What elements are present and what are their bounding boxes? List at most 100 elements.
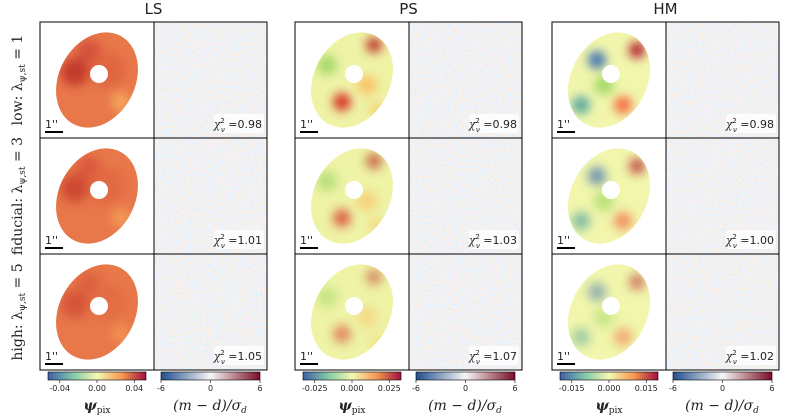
residual-cbar-label: (m − d)/σd <box>173 398 247 416</box>
colorbar-tick-label: -6 <box>157 384 165 393</box>
chi-value: 1.05 <box>238 350 263 363</box>
chi-symbol: χ <box>725 350 734 363</box>
row-rhs: = 1 <box>10 35 26 65</box>
chi-eq: = <box>480 234 493 247</box>
row-rhs: = 5 <box>10 263 26 293</box>
psi-hole <box>345 65 363 83</box>
colorbar-tick-label: 0.025 <box>378 384 401 393</box>
chi-value: 1.07 <box>493 350 518 363</box>
chi2-label: χ2 ν =0.98 <box>725 117 774 134</box>
scale-label: 1'' <box>300 118 313 131</box>
psi-hole <box>90 181 108 199</box>
psi-sub: pix <box>352 406 366 416</box>
chi-value: 0.98 <box>750 118 775 131</box>
column-title: LS <box>145 0 163 18</box>
psi-hole <box>602 181 620 199</box>
chi2-label: χ2 ν =0.98 <box>213 117 262 134</box>
colorbar <box>559 371 659 381</box>
res-text: (m − d)/σ <box>428 398 497 414</box>
column-title: HM <box>653 0 677 18</box>
panel-frame <box>665 253 780 371</box>
chi-sub: ν <box>221 358 225 366</box>
chi-sup: 2 <box>732 117 736 125</box>
psi-blob <box>588 51 606 69</box>
res-text: (m − d)/σ <box>173 398 242 414</box>
scale-label: 1'' <box>300 350 313 363</box>
row-sub: ψ,st <box>18 64 28 83</box>
chi-sub: ν <box>733 242 737 250</box>
chi-sub: ν <box>733 358 737 366</box>
colorbar <box>672 371 773 381</box>
chi-value: 1.03 <box>493 234 518 247</box>
psi-blob <box>61 58 89 86</box>
psi-cbar-label: ψpix <box>339 398 366 416</box>
colorbar <box>302 371 402 381</box>
psi-hole <box>345 181 363 199</box>
psi-blob <box>588 283 606 301</box>
chi-symbol: χ <box>213 118 222 131</box>
psi-blob <box>317 287 337 307</box>
psi-blob <box>317 55 337 75</box>
psi-blob <box>333 325 351 343</box>
chi-sub: ν <box>221 242 225 250</box>
scale-label: 1'' <box>557 350 570 363</box>
panel-frame <box>153 253 268 371</box>
res-sub: d <box>496 406 502 416</box>
chi-eq: = <box>737 234 750 247</box>
psi-blob <box>588 167 606 185</box>
chi-sup: 2 <box>732 233 736 241</box>
chi-symbol: χ <box>213 350 222 363</box>
chi-sup: 2 <box>475 349 479 357</box>
chi-symbol: χ <box>213 234 222 247</box>
res-text: (m − d)/σ <box>685 398 754 414</box>
row-text: low: λ <box>10 82 26 125</box>
chi-eq: = <box>737 350 750 363</box>
chi2-label: χ2 ν =0.98 <box>468 117 517 134</box>
chi2-label: χ2 ν =1.05 <box>213 349 262 366</box>
psi-symbol: ψ <box>84 398 98 414</box>
psi-blob <box>369 218 385 234</box>
column-title: PS <box>399 0 418 18</box>
row-sub: ψ,st <box>18 166 28 185</box>
residual-cbar-label: (m − d)/σd <box>428 398 502 416</box>
colorbar <box>47 371 147 381</box>
colorbar-tick-label: -6 <box>669 384 677 393</box>
psi-blob <box>572 212 590 230</box>
chi-sub: ν <box>733 126 737 134</box>
scale-label: 1'' <box>300 234 313 247</box>
psi-hole <box>90 65 108 83</box>
row-label: high: λψ,st = 5 <box>10 263 28 360</box>
row-label: low: λψ,st = 1 <box>10 35 28 126</box>
psi-symbol: ψ <box>339 398 353 414</box>
psi-blob <box>366 269 382 285</box>
res-sub: d <box>241 406 247 416</box>
psi-blob <box>357 191 377 211</box>
row-text: fiducial: λ <box>10 184 26 255</box>
chi-sup: 2 <box>732 349 736 357</box>
chi2-label: χ2 ν =1.00 <box>725 233 774 250</box>
colorbar-tick-label: 6 <box>512 384 517 393</box>
chi-value: 1.01 <box>238 234 263 247</box>
chi-sub: ν <box>221 126 225 134</box>
chi2-label: χ2 ν =1.01 <box>213 233 262 250</box>
chi-value: 1.00 <box>750 234 775 247</box>
psi-hole <box>602 297 620 315</box>
chi-sup: 2 <box>220 349 224 357</box>
chi-eq: = <box>480 350 493 363</box>
colorbar-tick-label: -6 <box>412 384 420 393</box>
scale-label: 1'' <box>557 118 570 131</box>
chi2-label: χ2 ν =1.02 <box>725 349 774 366</box>
psi-blob <box>369 334 385 350</box>
chi-sub: ν <box>476 126 480 134</box>
psi-blob <box>317 171 337 191</box>
colorbar-tick-label: 0.000 <box>598 384 621 393</box>
chi-box <box>214 346 264 365</box>
colorbar-tick-label: 0.000 <box>341 384 364 393</box>
psi-sub: pix <box>97 406 111 416</box>
chi-symbol: χ <box>468 234 477 247</box>
chi2-label: χ2 ν =1.03 <box>468 233 517 250</box>
colorbar-tick-label: 0.015 <box>635 384 658 393</box>
chi-symbol: χ <box>468 350 477 363</box>
colorbar-tick-label: 0 <box>720 384 725 393</box>
chi-sup: 2 <box>475 233 479 241</box>
